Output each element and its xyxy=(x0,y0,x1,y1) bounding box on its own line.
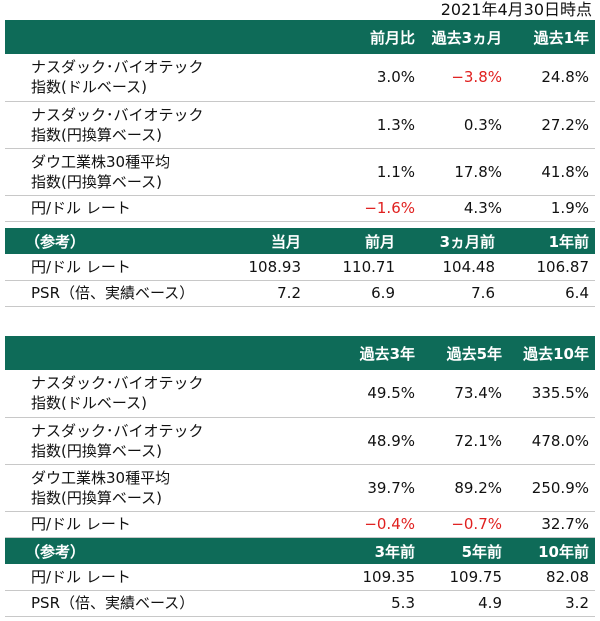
value-cell: 106.87 xyxy=(536,257,590,276)
value-cell: 32.7% xyxy=(541,515,589,533)
table-row: 円/ドル レート 109.35 109.75 82.08 xyxy=(5,564,595,590)
row-label: 円/ドル レート xyxy=(31,199,131,217)
value-cell: 7.2 xyxy=(277,284,301,302)
header-cell: 過去3年 xyxy=(359,344,415,363)
row-label: ナスダック･バイオテック 指数(ドルベース) xyxy=(31,58,204,97)
value-cell: 48.9% xyxy=(367,431,415,450)
header-cell: （参考） xyxy=(25,542,86,561)
row-label: PSR（倍、実績ベース） xyxy=(31,594,195,612)
value-cell: 89.2% xyxy=(454,478,502,497)
value-cell: 3.2 xyxy=(565,594,589,612)
value-cell: 17.8% xyxy=(454,162,502,181)
value-cell: 335.5% xyxy=(531,384,589,403)
value-cell: 6.4 xyxy=(565,284,589,302)
value-cell: 3.0% xyxy=(376,68,415,87)
table-row: ナスダック･バイオテック 指数(ドルベース) 49.5% 73.4% 335.5… xyxy=(5,370,595,417)
value-cell: 27.2% xyxy=(541,115,589,134)
value-cell: 4.3% xyxy=(463,199,502,217)
value-cell: 72.1% xyxy=(454,431,502,450)
row-label: ナスダック･バイオテック 指数(円換算ベース) xyxy=(31,421,204,460)
value-cell: 1.3% xyxy=(376,115,415,134)
table-row: ダウ工業株30種平均 指数(円換算ベース) 39.7% 89.2% 250.9% xyxy=(5,464,595,511)
table2-header: 過去3年 過去5年 過去10年 xyxy=(5,336,595,370)
reference-table-2: （参考） 3年前 5年前 10年前 円/ドル レート 109.35 109.75… xyxy=(5,538,595,617)
table-row: ナスダック･バイオテック 指数(円換算ベース) 1.3% 0.3% 27.2% xyxy=(5,101,595,148)
header-cell: 10年前 xyxy=(538,542,589,561)
value-cell: 109.75 xyxy=(449,567,503,586)
header-cell: 過去3ヵ月 xyxy=(431,28,502,47)
row-label: 円/ドル レート xyxy=(31,567,131,586)
value-cell: −0.4% xyxy=(364,515,415,533)
header-cell xyxy=(5,20,261,54)
header-cell: 前月 xyxy=(364,232,395,251)
value-cell: 6.9 xyxy=(371,284,395,302)
table-row: PSR（倍、実績ベース） 5.3 4.9 3.2 xyxy=(5,590,595,616)
row-label: ダウ工業株30種平均 指数(円換算ベース) xyxy=(31,468,171,507)
value-cell: 82.08 xyxy=(546,567,589,586)
value-cell: 110.71 xyxy=(342,257,396,276)
row-label: ダウ工業株30種平均 指数(円換算ベース) xyxy=(31,152,171,191)
row-label: ナスダック･バイオテック 指数(ドルベース) xyxy=(31,374,204,413)
header-cell: 過去1年 xyxy=(533,28,589,47)
table-row: 円/ドル レート −0.4% −0.7% 32.7% xyxy=(5,511,595,537)
value-cell: 5.3 xyxy=(391,594,415,612)
table-row: ナスダック･バイオテック 指数(ドルベース) 3.0% −3.8% 24.8% xyxy=(5,54,595,101)
header-cell: 3ヵ月前 xyxy=(439,232,495,251)
value-cell: 0.3% xyxy=(463,115,502,134)
performance-table-1: 前月比 過去3ヵ月 過去1年 ナスダック･バイオテック 指数(ドルベース) 3.… xyxy=(5,20,595,222)
table1-header: 前月比 過去3ヵ月 過去1年 xyxy=(5,20,595,54)
value-cell: −3.8% xyxy=(451,68,502,87)
value-cell: 108.93 xyxy=(248,257,302,276)
value-cell: −0.7% xyxy=(451,515,502,533)
value-cell: 109.35 xyxy=(362,567,416,586)
value-cell: 1.1% xyxy=(376,162,415,181)
performance-table-2: 過去3年 過去5年 過去10年 ナスダック･バイオテック 指数(ドルベース) 4… xyxy=(5,336,595,538)
value-cell: 24.8% xyxy=(541,68,589,87)
row-label: 円/ドル レート xyxy=(31,515,131,533)
header-cell: 過去5年 xyxy=(446,344,502,363)
value-cell: 250.9% xyxy=(531,478,589,497)
value-cell: 39.7% xyxy=(367,478,415,497)
header-cell xyxy=(5,336,261,370)
header-cell: 5年前 xyxy=(461,542,502,561)
value-cell: 104.48 xyxy=(442,257,496,276)
value-cell: 73.4% xyxy=(454,384,502,403)
header-cell: 1年前 xyxy=(548,232,589,251)
row-label: 円/ドル レート xyxy=(31,257,131,276)
value-cell: 4.9 xyxy=(478,594,502,612)
header-cell: （参考） xyxy=(25,232,86,251)
table-row: ナスダック･バイオテック 指数(円換算ベース) 48.9% 72.1% 478.… xyxy=(5,417,595,464)
value-cell: −1.6% xyxy=(364,199,415,217)
table-row: 円/ドル レート 108.93 110.71 104.48 106.87 xyxy=(5,254,595,280)
value-cell: 49.5% xyxy=(367,384,415,403)
value-cell: 41.8% xyxy=(541,162,589,181)
table-row: PSR（倍、実績ベース） 7.2 6.9 7.6 6.4 xyxy=(5,280,595,306)
row-label: PSR（倍、実績ベース） xyxy=(31,284,195,302)
as-of-date: 2021年4月30日時点 xyxy=(440,0,592,19)
value-cell: 1.9% xyxy=(550,199,589,217)
header-cell: 当月 xyxy=(270,232,301,251)
table-row: ダウ工業株30種平均 指数(円換算ベース) 1.1% 17.8% 41.8% xyxy=(5,148,595,195)
reference-table-1: （参考） 当月 前月 3ヵ月前 1年前 円/ドル レート 108.93 110.… xyxy=(5,228,595,307)
header-cell: 過去10年 xyxy=(523,344,589,363)
table-row: 円/ドル レート −1.6% 4.3% 1.9% xyxy=(5,195,595,221)
row-label: ナスダック･バイオテック 指数(円換算ベース) xyxy=(31,105,204,144)
value-cell: 7.6 xyxy=(471,284,495,302)
header-cell: 3年前 xyxy=(374,542,415,561)
table2-reference-header: （参考） 3年前 5年前 10年前 xyxy=(5,538,595,564)
table1-reference-header: （参考） 当月 前月 3ヵ月前 1年前 xyxy=(5,228,595,254)
value-cell: 478.0% xyxy=(531,431,589,450)
header-cell: 前月比 xyxy=(369,28,415,47)
